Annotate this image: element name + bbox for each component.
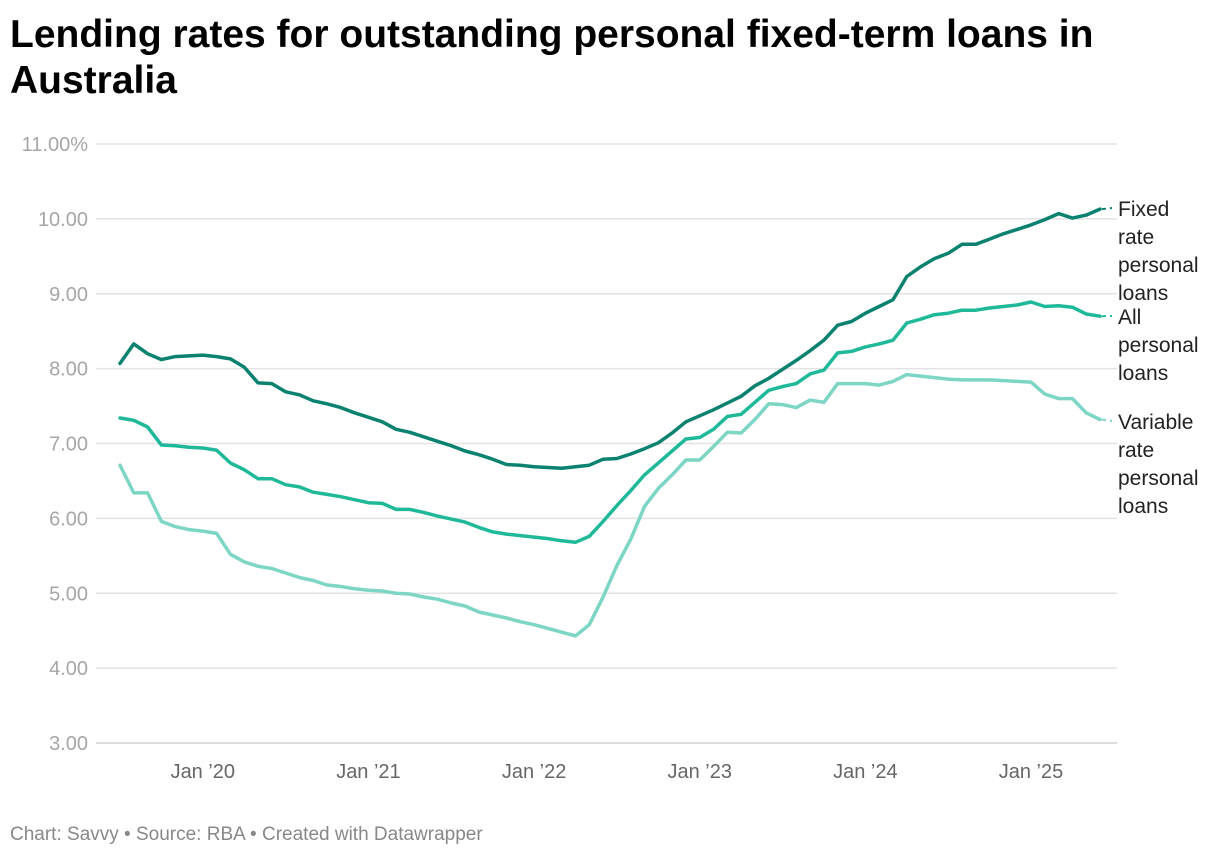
series-label-connector [1101, 207, 1113, 211]
series-label: All [1118, 306, 1141, 329]
line-chart: 11.00% 10.00 9.00 8.00 7.00 6.00 5.00 4.00 3.00 J… [22, 134, 1199, 783]
x-tick-label: Jan ’21 [336, 761, 401, 783]
series-label: personal [1118, 334, 1199, 357]
x-tick-label: Jan ’22 [502, 761, 567, 783]
x-tick-label: Jan ’24 [833, 761, 898, 783]
x-tick-label: Jan ’23 [667, 761, 732, 783]
x-tick-label: Jan ’20 [171, 761, 236, 783]
y-tick-label: 11.00% [22, 134, 89, 156]
y-tick-label: 9.00 [49, 284, 88, 306]
footer-source: Source: RBA [135, 824, 245, 845]
x-tick-label: Jan ’25 [999, 761, 1064, 783]
series-label: rate [1118, 439, 1154, 462]
footer-chart-credit: Chart: Savvy [10, 824, 119, 845]
footer-created-with: Created with Datawrapper [261, 824, 483, 845]
footer-separator: • [244, 824, 262, 845]
series-label: loans [1118, 362, 1168, 385]
footer-separator: • [118, 824, 136, 845]
y-tick-label: 7.00 [49, 434, 88, 456]
y-tick-label: 10.00 [38, 209, 88, 231]
series-label: loans [1118, 282, 1168, 305]
y-tick-label: 4.00 [49, 658, 88, 680]
y-tick-label: 6.00 [49, 508, 88, 530]
y-tick-label: 8.00 [49, 359, 88, 381]
chart-title: Lending rates for outstanding personal f… [10, 13, 1094, 102]
series-line [118, 372, 1102, 638]
series-label: personal [1118, 467, 1199, 490]
series-label: personal [1118, 254, 1199, 277]
series-label-connector [1101, 418, 1113, 422]
series-label: loans [1118, 495, 1168, 518]
chart-footer: Chart: Savvy • Source: RBA • Created wit… [10, 824, 483, 846]
series-label: Variable [1118, 411, 1194, 434]
series-line [118, 207, 1102, 470]
y-tick-label: 3.00 [49, 733, 88, 755]
series-label: Fixed [1118, 198, 1169, 221]
series-label: rate [1118, 226, 1154, 249]
series-line [118, 300, 1102, 545]
y-tick-label: 5.00 [49, 583, 88, 605]
